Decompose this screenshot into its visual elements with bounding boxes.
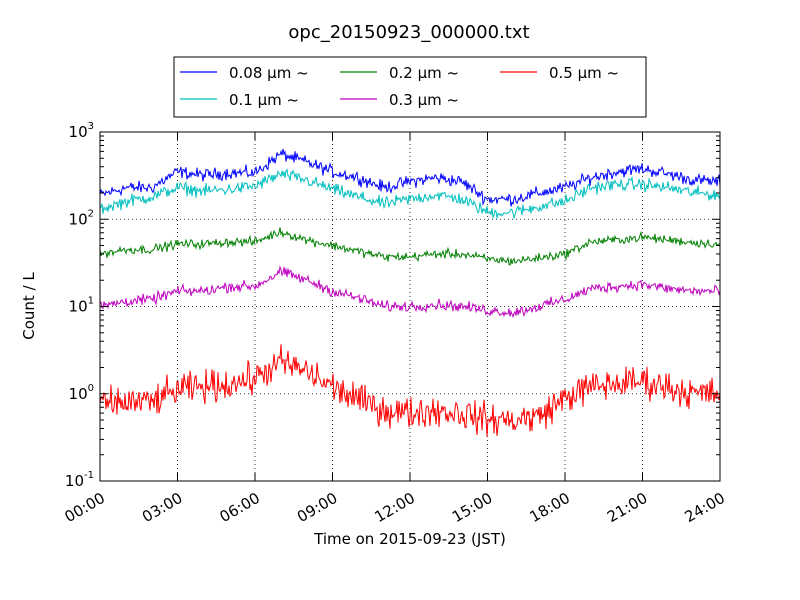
y-tick-base: 10: [69, 385, 88, 403]
series-line: [99, 227, 721, 266]
y-tick-label: 10-1: [65, 470, 94, 490]
y-tick-exponent: 1: [88, 296, 94, 307]
axis-ticks: [99, 131, 721, 482]
y-tick-exponent: -1: [84, 470, 94, 481]
y-tick-label: 103: [69, 121, 94, 141]
legend-label: 0.1 μm ~: [229, 91, 299, 109]
y-tick-base: 10: [69, 210, 88, 228]
y-axis-label: Count / L: [20, 272, 38, 340]
series-line: [99, 168, 721, 220]
y-tick-base: 10: [69, 298, 88, 316]
series-line: [99, 265, 721, 319]
legend-label: 0.08 μm ~: [229, 64, 309, 82]
series-line: [99, 344, 721, 437]
legend-label: 0.5 μm ~: [549, 64, 619, 82]
x-axis-label: Time on 2015-09-23 (JST): [313, 530, 506, 548]
y-tick-label: 101: [69, 296, 94, 316]
plot-series: [99, 148, 721, 437]
grid-lines: [100, 132, 720, 481]
y-tick-label: 100: [69, 383, 94, 403]
legend-box: [173, 56, 647, 118]
y-tick-base: 10: [69, 123, 88, 141]
legend-label: 0.2 μm ~: [389, 64, 459, 82]
y-tick-exponent: 2: [88, 208, 94, 219]
legend-label: 0.3 μm ~: [389, 91, 459, 109]
series-line: [99, 148, 721, 207]
chart-title: opc_20150923_000000.txt: [288, 22, 529, 43]
y-tick-exponent: 3: [88, 121, 94, 132]
legend: 0.08 μm ~ 0.1 μm ~ 0.2 μm ~ 0.3 μm ~ 0.5 μm …: [173, 56, 647, 118]
y-tick-base: 10: [65, 472, 84, 490]
y-tick-label: 102: [69, 208, 94, 228]
y-tick-exponent: 0: [88, 383, 94, 394]
